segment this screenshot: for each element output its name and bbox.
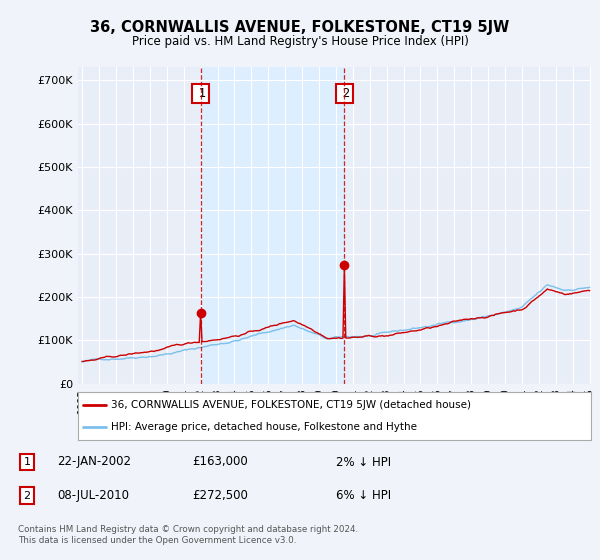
Text: 2: 2 (339, 87, 350, 100)
Text: Price paid vs. HM Land Registry's House Price Index (HPI): Price paid vs. HM Land Registry's House … (131, 35, 469, 48)
Text: Contains HM Land Registry data © Crown copyright and database right 2024.
This d: Contains HM Land Registry data © Crown c… (18, 525, 358, 545)
Text: 22-JAN-2002: 22-JAN-2002 (57, 455, 131, 469)
Text: 2: 2 (23, 491, 31, 501)
Text: 6% ↓ HPI: 6% ↓ HPI (336, 489, 391, 502)
Text: 08-JUL-2010: 08-JUL-2010 (57, 489, 129, 502)
Text: 1: 1 (195, 87, 206, 100)
Text: 1: 1 (23, 457, 31, 467)
Text: 2% ↓ HPI: 2% ↓ HPI (336, 455, 391, 469)
Text: 36, CORNWALLIS AVENUE, FOLKESTONE, CT19 5JW (detached house): 36, CORNWALLIS AVENUE, FOLKESTONE, CT19 … (112, 400, 472, 410)
Text: 36, CORNWALLIS AVENUE, FOLKESTONE, CT19 5JW: 36, CORNWALLIS AVENUE, FOLKESTONE, CT19 … (91, 20, 509, 35)
Text: HPI: Average price, detached house, Folkestone and Hythe: HPI: Average price, detached house, Folk… (112, 422, 418, 432)
Bar (200, 67, 344, 384)
Text: £163,000: £163,000 (192, 455, 248, 469)
Text: £272,500: £272,500 (192, 489, 248, 502)
